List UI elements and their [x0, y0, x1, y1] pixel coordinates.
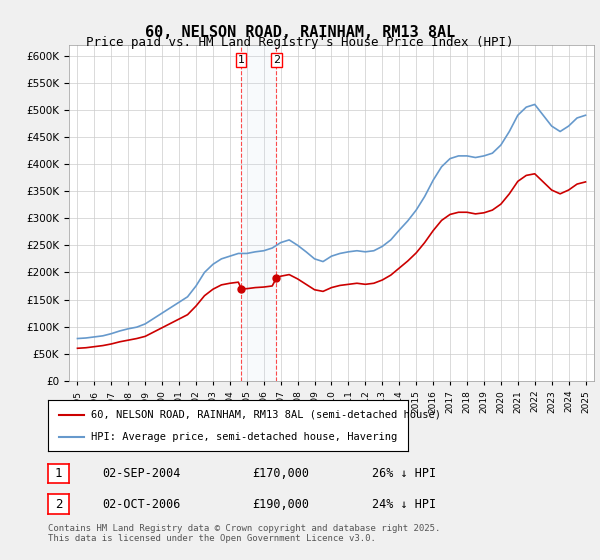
Text: £190,000: £190,000: [252, 497, 309, 511]
Text: 02-SEP-2004: 02-SEP-2004: [102, 466, 181, 480]
Text: HPI: Average price, semi-detached house, Havering: HPI: Average price, semi-detached house,…: [91, 432, 397, 442]
Text: £170,000: £170,000: [252, 466, 309, 480]
Text: 60, NELSON ROAD, RAINHAM, RM13 8AL: 60, NELSON ROAD, RAINHAM, RM13 8AL: [145, 25, 455, 40]
Text: 2: 2: [273, 55, 280, 65]
Text: 26% ↓ HPI: 26% ↓ HPI: [372, 466, 436, 480]
Text: 24% ↓ HPI: 24% ↓ HPI: [372, 497, 436, 511]
Text: 60, NELSON ROAD, RAINHAM, RM13 8AL (semi-detached house): 60, NELSON ROAD, RAINHAM, RM13 8AL (semi…: [91, 409, 441, 419]
Text: 02-OCT-2006: 02-OCT-2006: [102, 497, 181, 511]
Text: 2: 2: [55, 498, 62, 511]
Text: 1: 1: [55, 467, 62, 480]
Bar: [241, 45, 277, 381]
Text: Contains HM Land Registry data © Crown copyright and database right 2025.
This d: Contains HM Land Registry data © Crown c…: [48, 524, 440, 543]
Text: 1: 1: [238, 55, 245, 65]
Text: Price paid vs. HM Land Registry's House Price Index (HPI): Price paid vs. HM Land Registry's House …: [86, 36, 514, 49]
